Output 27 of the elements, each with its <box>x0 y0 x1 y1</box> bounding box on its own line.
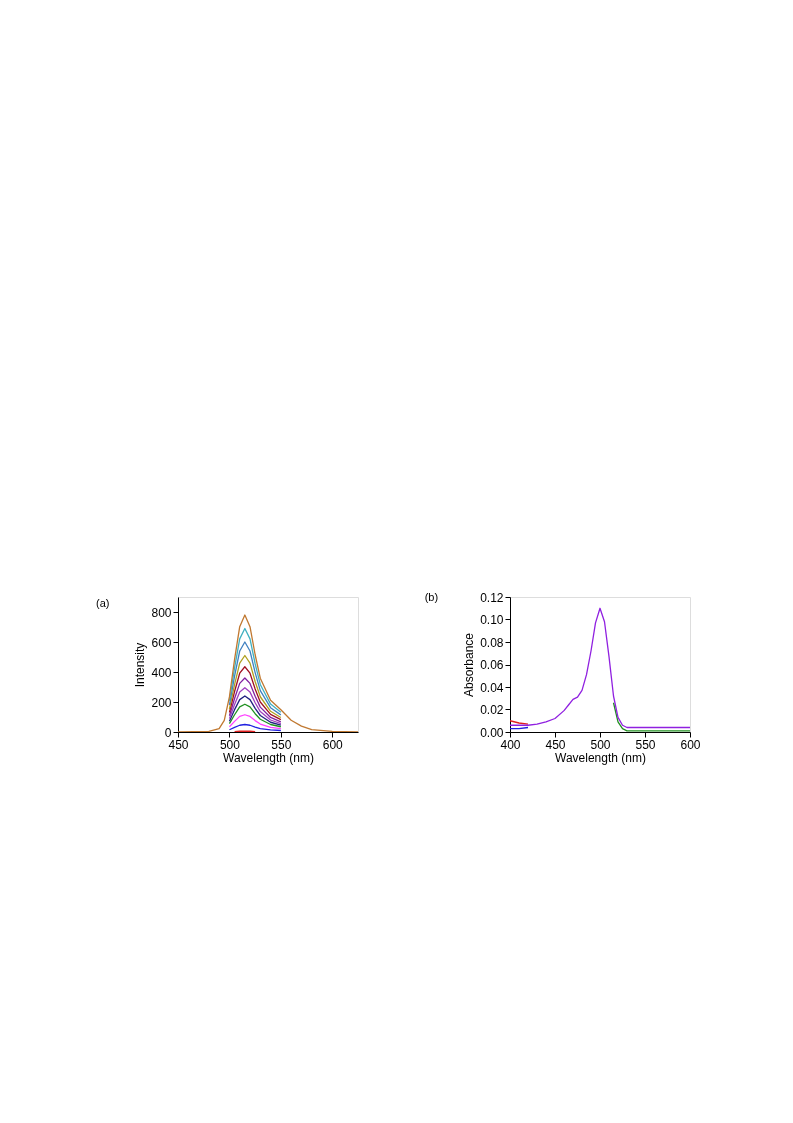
x-tick-label: 500 <box>590 737 611 752</box>
y-axis-title: Intensity <box>133 642 148 688</box>
chart-title: (a) <box>95 597 110 609</box>
y-tick-label: 0 <box>164 725 172 740</box>
y-tick-label: 600 <box>151 635 172 650</box>
y-tick-label: 0.02 <box>480 703 504 717</box>
y-tick-label: 0.12 <box>480 590 504 605</box>
y-axis-title: Absorbance <box>462 632 477 698</box>
x-tick-label: 500 <box>219 737 241 752</box>
x-tick-label: 600 <box>680 737 701 752</box>
y-tick-label: 0.10 <box>480 613 504 627</box>
x-tick-label: 450 <box>545 737 566 752</box>
x-tick-label: 600 <box>322 737 344 752</box>
x-axis-title: Wavelength (nm) <box>555 750 646 765</box>
y-tick-label: 400 <box>151 665 172 680</box>
chart-title: (b) <box>424 591 439 603</box>
x-tick-label: 550 <box>271 737 292 752</box>
y-tick-label: 0.04 <box>480 680 504 695</box>
x-tick-label: 400 <box>500 737 521 752</box>
x-axis-title: Wavelength (nm) <box>223 750 314 765</box>
y-tick-label: 200 <box>151 695 172 710</box>
y-tick-label: 0.08 <box>480 635 504 650</box>
y-tick-label: 0.00 <box>480 725 504 740</box>
x-tick-label: 450 <box>168 737 189 752</box>
y-tick-label: 800 <box>151 605 172 620</box>
x-tick-label: 550 <box>635 737 656 752</box>
y-tick-label: 0.06 <box>480 658 504 672</box>
